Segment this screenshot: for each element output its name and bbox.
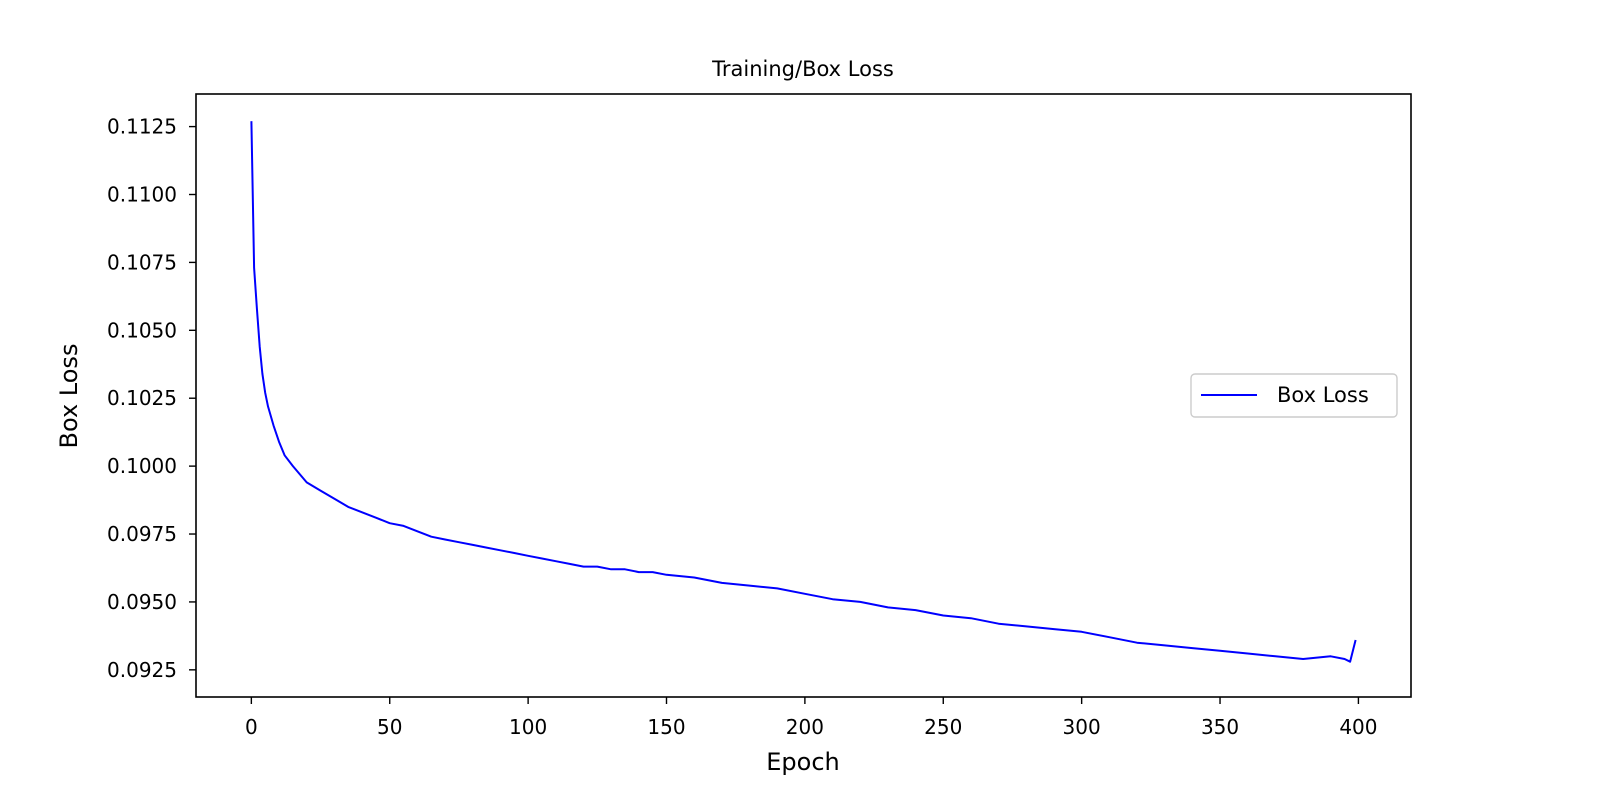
y-tick-label: 0.0975 [107, 522, 177, 546]
x-tick-label: 0 [245, 715, 258, 739]
x-tick-label: 150 [647, 715, 685, 739]
y-tick-label: 0.0925 [107, 658, 177, 682]
x-axis-ticks: 0 50 100 150 200 250 300 350 400 [245, 697, 1378, 739]
series-layer [250, 121, 1357, 663]
y-tick-label: 0.0950 [107, 590, 177, 614]
y-tick-label: 0.1125 [107, 115, 177, 139]
plot-frame [195, 93, 1412, 698]
series-line-box-loss [250, 121, 1357, 663]
y-axis-ticks: 0.0925 0.0950 0.0975 0.1000 0.1025 0.1050 0.10… [107, 115, 196, 682]
y-tick-label: 0.1050 [107, 318, 177, 342]
y-tick-label: 0.1000 [107, 454, 177, 478]
x-tick-label: 250 [924, 715, 962, 739]
y-tick-label: 0.1100 [107, 183, 177, 207]
x-tick-label: 300 [1063, 715, 1101, 739]
x-tick-label: 200 [786, 715, 824, 739]
y-tick-label: 0.1025 [107, 386, 177, 410]
x-axis-label: Epoch [766, 748, 840, 776]
chart-title: Training/Box Loss [711, 57, 894, 81]
x-tick-label: 100 [509, 715, 547, 739]
y-axis-label: Box Loss [55, 344, 83, 449]
x-tick-label: 50 [377, 715, 402, 739]
legend-box [1190, 373, 1398, 418]
x-tick-label: 400 [1339, 715, 1377, 739]
y-tick-label: 0.1075 [107, 250, 177, 274]
legend: Box Loss [1190, 373, 1398, 418]
legend-label-box-loss: Box Loss [1277, 383, 1369, 407]
x-tick-label: 350 [1201, 715, 1239, 739]
